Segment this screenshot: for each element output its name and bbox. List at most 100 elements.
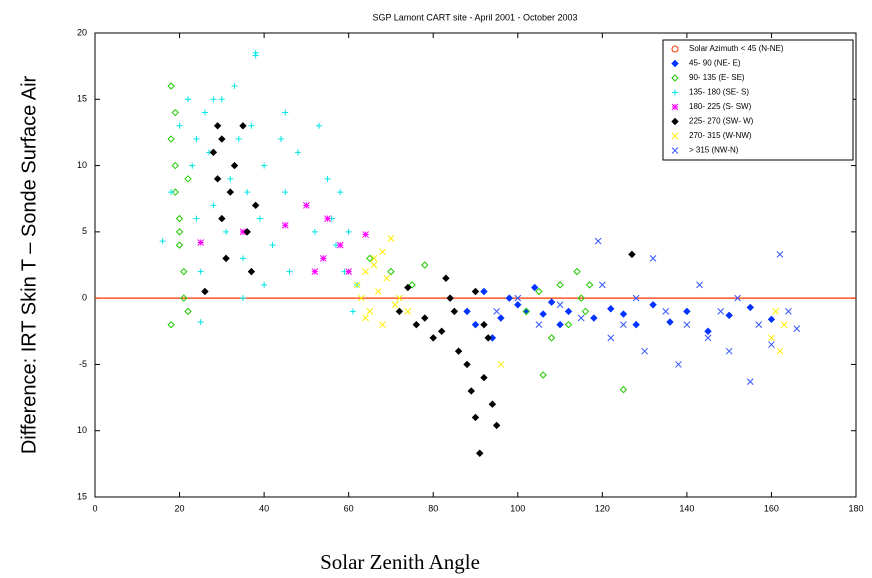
point: [175, 214, 184, 223]
point: [704, 334, 712, 342]
point: [226, 188, 234, 196]
legend-label: 270- 315 (W-NW): [689, 131, 752, 140]
legend-marker: [671, 103, 679, 111]
point: [324, 175, 331, 182]
point: [776, 251, 784, 258]
point: [768, 334, 775, 342]
point: [357, 294, 365, 302]
point: [167, 82, 175, 90]
point: [649, 255, 657, 262]
x-tick-label: 20: [175, 503, 185, 513]
point: [421, 314, 429, 322]
point: [683, 307, 691, 316]
plot-frame: [94, 32, 857, 498]
point: [171, 188, 180, 196]
x-tick-label: 140: [679, 503, 694, 513]
point: [213, 122, 222, 130]
point: [184, 175, 192, 183]
point: [223, 228, 230, 235]
point: [362, 268, 369, 275]
point: [556, 320, 564, 329]
legend-label: 90- 135 (E- SE): [689, 73, 745, 82]
y-tick-label: 10: [77, 425, 87, 435]
point: [607, 305, 615, 313]
legend-label: 180- 225 (S- SW): [689, 102, 752, 111]
legend-label: 225- 270 (SW- W): [689, 117, 754, 126]
point: [231, 83, 238, 90]
point: [282, 109, 289, 116]
point: [590, 314, 598, 322]
point: [492, 421, 501, 430]
point: [167, 320, 175, 329]
x-tick-label: 100: [510, 503, 525, 513]
point: [522, 307, 530, 316]
point: [282, 189, 289, 196]
point: [230, 161, 239, 170]
point: [514, 294, 522, 302]
point: [337, 189, 344, 196]
point: [539, 371, 547, 379]
point: [628, 250, 636, 259]
point: [374, 288, 382, 295]
point: [404, 283, 412, 292]
point: [213, 175, 222, 183]
point: [429, 334, 437, 342]
point: [244, 189, 251, 196]
point: [725, 347, 733, 355]
point: [167, 135, 175, 143]
point: [345, 228, 352, 235]
point: [168, 189, 175, 196]
point: [793, 325, 801, 332]
point: [294, 149, 301, 156]
point: [171, 161, 180, 170]
point: [189, 162, 196, 169]
point: [467, 387, 475, 395]
point: [248, 122, 255, 129]
point: [218, 214, 226, 223]
point: [493, 308, 500, 315]
point: [281, 221, 289, 229]
point: [366, 254, 374, 263]
point: [404, 308, 412, 315]
point: [176, 122, 183, 129]
point: [269, 242, 276, 249]
point: [620, 321, 627, 329]
y-tick-label: 0: [82, 293, 87, 303]
point: [539, 310, 547, 318]
point: [362, 314, 369, 322]
point: [547, 298, 556, 306]
y-tick-label: 15: [77, 94, 87, 104]
point: [577, 294, 585, 302]
legend-label: 135- 180 (SE- S): [689, 88, 749, 97]
legend-marker: [671, 59, 679, 68]
point: [649, 301, 657, 309]
legend-marker: [671, 45, 679, 53]
point: [734, 294, 741, 302]
point: [235, 136, 242, 143]
point: [683, 321, 691, 329]
x-tick-label: 120: [595, 503, 610, 513]
point: [239, 295, 246, 302]
point: [450, 307, 459, 316]
point: [193, 215, 200, 222]
point: [175, 241, 184, 249]
point: [437, 327, 446, 335]
point: [780, 321, 788, 329]
y-tick-label: 15: [77, 491, 87, 501]
x-tick-label: 80: [428, 503, 438, 513]
point: [471, 287, 480, 296]
point: [387, 235, 395, 242]
point: [336, 241, 344, 249]
y-tick-label: 10: [77, 160, 87, 170]
point: [252, 52, 259, 59]
y-tick-label: 5: [82, 226, 87, 236]
point: [210, 202, 217, 209]
legend-label: > 315 (NW-N): [689, 146, 739, 155]
point: [239, 255, 246, 262]
point: [471, 413, 480, 422]
point: [362, 231, 369, 238]
chart-title: SGP Lamont CART site - April 2001 - Octo…: [372, 12, 577, 22]
point: [632, 294, 640, 302]
